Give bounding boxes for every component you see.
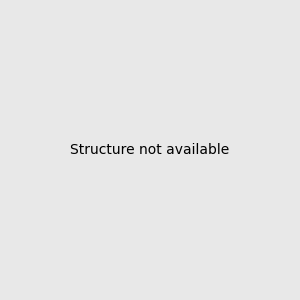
Text: Structure not available: Structure not available (70, 143, 230, 157)
